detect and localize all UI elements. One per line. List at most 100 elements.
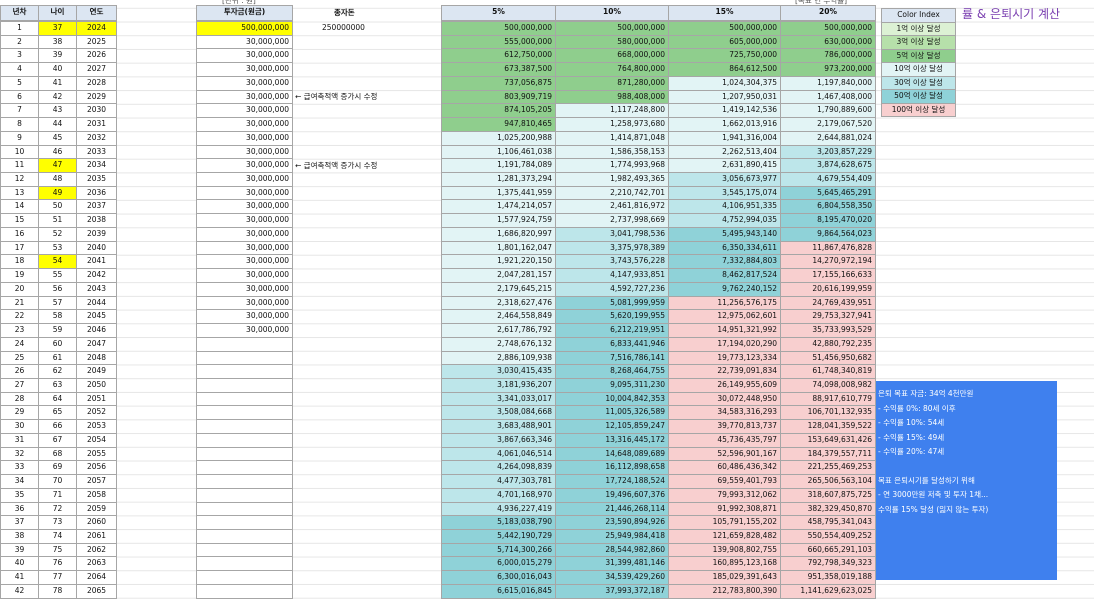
n-cell: 20 [0,281,39,297]
age-cell: 69 [38,460,77,476]
value-cell: 16,112,898,658 [555,460,669,476]
value-cell: 9,095,311,230 [555,377,669,393]
value-cell: 550,554,409,252 [780,529,876,544]
age-cell: 67 [38,432,77,448]
value-cell: 737,056,875 [441,75,556,91]
investment-cell: 30,000,000 [196,158,293,174]
value-cell: 23,590,894,926 [555,515,669,530]
year-cell: 2039 [76,226,117,242]
value-cell: 4,264,098,839 [441,460,556,476]
n-cell: 7 [0,103,39,119]
goal-label: [목표 연 수익률] [795,0,848,5]
value-cell: 1,982,493,365 [555,172,669,187]
year-cell: 2063 [76,556,117,572]
year-cell: 2033 [76,144,117,160]
year-cell: 2031 [76,117,117,132]
age-cell: 46 [38,144,77,160]
investment-cell [196,556,293,572]
value-cell: 34,539,429,260 [555,570,669,585]
value-cell: 3,508,084,668 [441,405,556,421]
value-cell: 3,056,673,977 [668,172,781,187]
year-cell: 2051 [76,391,117,407]
value-cell: 1,025,200,988 [441,130,556,146]
value-cell: 11,256,576,175 [668,295,781,311]
value-cell: 3,545,175,074 [668,185,781,201]
n-cell: 19 [0,268,39,283]
value-cell: 1,686,820,997 [441,226,556,242]
value-cell: 4,061,046,514 [441,446,556,462]
age-cell: 40 [38,62,77,77]
value-cell: 988,408,000 [555,89,669,105]
value-cell: 106,701,132,935 [780,405,876,421]
note: ← 급여축적액 증가시 수정 [295,92,378,102]
year-cell: 2044 [76,295,117,311]
value-cell: 871,280,000 [555,75,669,91]
column-header: 5% [441,5,556,21]
age-cell: 56 [38,281,77,297]
age-cell: 48 [38,172,77,187]
age-cell: 78 [38,583,77,599]
value-cell: 1,281,373,294 [441,172,556,187]
year-cell: 2038 [76,213,117,228]
age-cell: 70 [38,474,77,489]
age-cell: 51 [38,213,77,228]
value-cell: 4,701,168,970 [441,487,556,503]
value-cell: 3,683,488,901 [441,419,556,434]
investment-cell [196,391,293,407]
seed-value: 250000000 [322,23,365,32]
value-cell: 11,005,326,589 [555,405,669,421]
color-index-item: 10억 이상 달성 [881,62,956,77]
value-cell: 21,446,268,114 [555,501,669,517]
value-cell: 2,617,786,792 [441,323,556,338]
value-cell: 1,662,013,916 [668,117,781,132]
value-cell: 2,886,109,938 [441,350,556,366]
summary-line: - 연 3000만원 저축 및 투자 1채... [878,490,989,499]
color-index-item: 3억 이상 달성 [881,35,956,50]
age-cell: 73 [38,515,77,530]
age-cell: 47 [38,158,77,174]
value-cell: 612,750,000 [441,48,556,64]
value-cell: 74,098,008,982 [780,377,876,393]
year-cell: 2024 [76,21,117,36]
summary-box: 은퇴 목표 자금: 34억 4천만원 - 수익률 0%: 80세 이후 - 수익률 … [870,381,1057,580]
n-cell: 16 [0,226,39,242]
year-cell: 2043 [76,281,117,297]
value-cell: 1,790,889,600 [780,103,876,119]
value-cell: 792,798,349,323 [780,556,876,572]
n-cell: 28 [0,391,39,407]
column-header: 15% [668,5,781,21]
column-header: 10% [555,5,669,21]
value-cell: 5,442,190,729 [441,529,556,544]
age-cell: 61 [38,350,77,366]
value-cell: 1,801,162,047 [441,240,556,256]
value-cell: 2,461,816,972 [555,199,669,215]
year-cell: 2028 [76,75,117,91]
investment-cell [196,460,293,476]
value-cell: 61,748,340,819 [780,364,876,379]
value-cell: 1,117,248,800 [555,103,669,119]
value-cell: 4,679,554,409 [780,172,876,187]
value-cell: 3,867,663,346 [441,432,556,448]
year-cell: 2048 [76,350,117,366]
n-cell: 8 [0,117,39,132]
value-cell: 500,000,000 [555,21,669,36]
n-cell: 29 [0,405,39,421]
n-cell: 10 [0,144,39,160]
unit-label: [단위 : 원] [222,0,256,5]
color-index-item: 50억 이상 달성 [881,89,956,104]
value-cell: 2,179,645,215 [441,281,556,297]
investment-cell [196,542,293,558]
n-cell: 13 [0,185,39,201]
investment-cell: 30,000,000 [196,226,293,242]
age-cell: 62 [38,364,77,379]
value-cell: 11,867,476,828 [780,240,876,256]
n-cell: 26 [0,364,39,379]
value-cell: 8,268,464,755 [555,364,669,379]
value-cell: 1,467,408,000 [780,89,876,105]
value-cell: 6,833,441,946 [555,336,669,352]
value-cell: 973,200,000 [780,62,876,77]
color-index-title: Color Index [881,8,956,23]
n-cell: 40 [0,556,39,572]
age-cell: 63 [38,377,77,393]
